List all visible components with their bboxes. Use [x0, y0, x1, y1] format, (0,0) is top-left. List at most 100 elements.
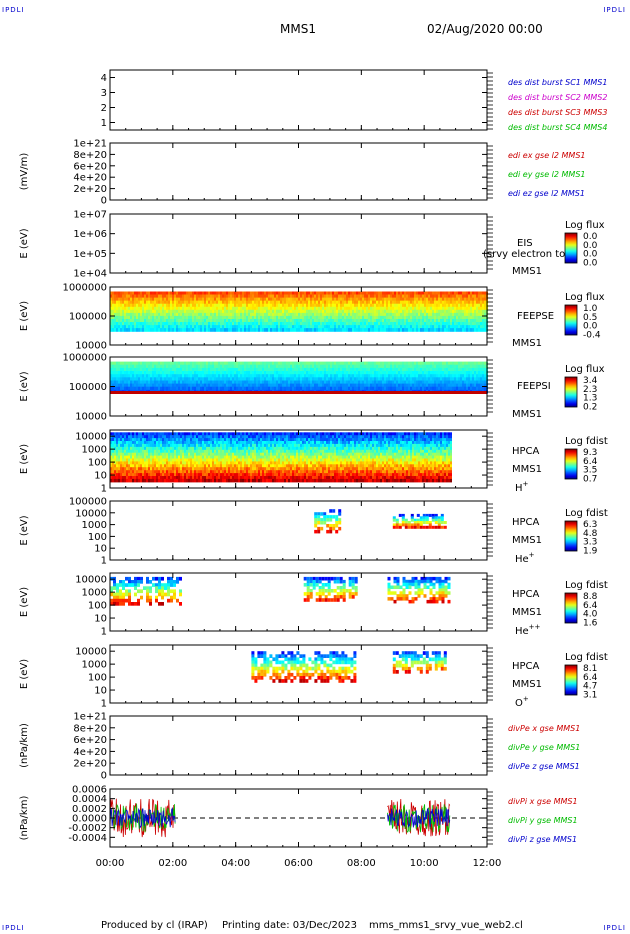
heatmap-cell [352, 371, 354, 375]
heatmap-cell [120, 476, 122, 480]
heatmap-cell [122, 364, 124, 369]
heatmap-cell [224, 319, 226, 323]
heatmap-cell [342, 309, 344, 314]
heatmap-cell [238, 371, 240, 375]
heatmap-cell [322, 306, 324, 311]
heatmap-cell [254, 300, 256, 305]
heatmap-cell [234, 361, 236, 366]
heatmap-cell [278, 361, 280, 366]
heatmap-cell [166, 291, 168, 296]
heatmap-cell [460, 380, 462, 385]
heatmap-cell [120, 315, 122, 320]
heatmap-cell [308, 319, 310, 323]
heatmap-cell [418, 297, 420, 302]
heatmap-cell [358, 374, 360, 378]
heatmap-cell [328, 383, 330, 388]
heatmap-cell [230, 377, 232, 381]
heatmap-cell [246, 386, 248, 391]
heatmap-cell [346, 328, 348, 332]
heatmap-cell [372, 364, 374, 369]
heatmap-cell [178, 367, 180, 372]
heatmap-cell [316, 322, 318, 326]
heatmap-cell [320, 297, 322, 302]
heatmap-cell [384, 294, 386, 299]
heatmap-cell [424, 367, 426, 372]
heatmap-cell [362, 377, 364, 381]
heatmap-cell [392, 309, 394, 314]
heatmap-cell [162, 291, 164, 296]
heatmap-cell [430, 325, 432, 329]
heatmap-cell [234, 294, 236, 299]
heatmap-cell [152, 364, 154, 369]
heatmap-cell [286, 291, 288, 296]
heatmap-cell [260, 312, 262, 317]
heatmap-cell [468, 303, 470, 308]
heatmap-cell [234, 367, 236, 372]
heatmap-cell [218, 383, 220, 388]
heatmap-cell [202, 309, 204, 314]
heatmap-cell [294, 361, 296, 366]
heatmap-cell [226, 322, 228, 326]
heatmap-cell [328, 371, 330, 375]
heatmap-cell [224, 386, 226, 391]
heatmap-cell [128, 297, 130, 302]
heatmap-cell [464, 367, 466, 372]
heatmap-cell [328, 367, 330, 372]
heatmap-cell [318, 315, 320, 320]
heatmap-cell [328, 294, 330, 299]
heatmap-cell [268, 383, 270, 388]
heatmap-cell [392, 377, 394, 381]
heatmap-cell [228, 386, 230, 391]
heatmap-cell [338, 361, 340, 366]
heatmap-cell [396, 306, 398, 311]
heatmap-cell [394, 319, 396, 323]
heatmap-cell [282, 306, 284, 311]
heatmap-cell [350, 309, 352, 314]
heatmap-cell [110, 367, 112, 372]
heatmap-cell [236, 367, 238, 372]
heatmap-cell [226, 291, 228, 296]
heatmap-cell [288, 371, 290, 375]
heatmap-cell [312, 374, 314, 378]
heatmap-cell [452, 291, 454, 296]
heatmap-cell [264, 371, 266, 375]
heatmap-cell [220, 297, 222, 302]
heatmap-cell [442, 377, 444, 381]
heatmap-cell [214, 383, 216, 388]
heatmap-cell [152, 367, 154, 372]
heatmap-cell [478, 377, 480, 381]
heatmap-cell [416, 374, 418, 378]
heatmap-cell [410, 309, 412, 314]
heatmap-cell [110, 312, 112, 317]
heatmap-cell [158, 303, 160, 308]
heatmap-cell [376, 386, 378, 391]
heatmap-cell [222, 300, 224, 305]
heatmap-cell [288, 312, 290, 317]
heatmap-cell [134, 470, 136, 474]
heatmap-cell [400, 380, 402, 385]
heatmap-cell [160, 380, 162, 385]
heatmap-cell [210, 309, 212, 314]
heatmap-cell [148, 312, 150, 317]
heatmap-cell [352, 303, 354, 308]
heatmap-cell [318, 294, 320, 299]
heatmap-cell [130, 297, 132, 302]
heatmap-cell [304, 364, 306, 369]
heatmap-cell [364, 312, 366, 317]
heatmap-cell [272, 374, 274, 378]
heatmap-cell [344, 319, 346, 323]
heatmap-cell [422, 328, 424, 332]
heatmap-cell [274, 380, 276, 385]
heatmap-cell [284, 312, 286, 317]
heatmap-cell [172, 294, 174, 299]
heatmap-cell [372, 367, 374, 372]
heatmap-cell [372, 380, 374, 385]
heatmap-cell [272, 315, 274, 320]
heatmap-cell [242, 374, 244, 378]
heatmap-cell [384, 386, 386, 391]
heatmap-cell [404, 371, 406, 375]
heatmap-cell [304, 361, 306, 366]
heatmap-cell [240, 367, 242, 372]
heatmap-cell [174, 309, 176, 314]
heatmap-cell [120, 374, 122, 378]
